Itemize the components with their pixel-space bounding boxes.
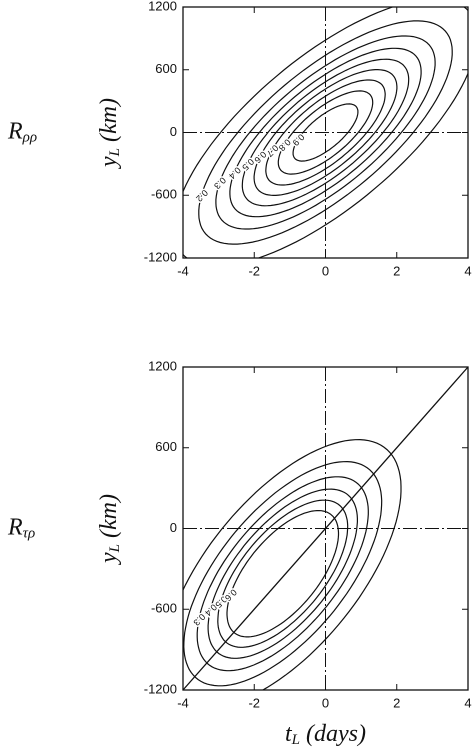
diagonal bbox=[182, 366, 469, 691]
axis-label: yL (km) bbox=[96, 98, 124, 169]
panel: -4 -2 0 2 4-1200-600060012000.30.40.50.6Rτρy… bbox=[7, 358, 472, 748]
panel-label: Rτρ bbox=[7, 514, 35, 542]
panel-label-subscript: τρ bbox=[23, 526, 36, 542]
contour-line bbox=[253, 69, 398, 196]
contour-line bbox=[226, 510, 340, 638]
panel: -4 -2 0 2 4-1200-600060012000.20.30.40.50.60… bbox=[7, 0, 472, 278]
y-tick-label: 600 bbox=[155, 61, 177, 76]
panel-label-main: R bbox=[7, 118, 23, 144]
contours bbox=[183, 7, 468, 258]
contour-line bbox=[292, 103, 359, 162]
contour-line bbox=[183, 460, 383, 687]
contour-line bbox=[215, 35, 436, 230]
label-unit: (km) bbox=[96, 98, 122, 142]
panel-label-subscript: ρρ bbox=[22, 130, 37, 146]
x-tick-label: 2 bbox=[393, 695, 400, 710]
label-subscript: L bbox=[291, 732, 300, 748]
y-tick-label: 1200 bbox=[148, 358, 177, 373]
contour-label: 0.9 bbox=[290, 132, 306, 148]
label-main: y bbox=[96, 552, 122, 565]
label-main: y bbox=[96, 156, 122, 169]
label-unit: (km) bbox=[96, 494, 122, 538]
x-tick-label: 4 bbox=[464, 695, 471, 710]
x-tick-label: 0 bbox=[322, 263, 329, 278]
contour-line bbox=[207, 488, 358, 659]
x-tick-label: -4 bbox=[177, 263, 189, 278]
contour-label: 0.3 bbox=[191, 612, 207, 628]
y-tick-label: -1200 bbox=[144, 249, 177, 264]
axis-label: yL (km) bbox=[96, 494, 124, 565]
contours bbox=[183, 438, 402, 690]
label-subscript: L bbox=[107, 544, 123, 553]
panel-label: Rρρ bbox=[7, 118, 37, 146]
contour-line bbox=[277, 90, 374, 175]
contour-line bbox=[217, 499, 349, 648]
contour-line bbox=[241, 58, 410, 207]
y-tick-label: 600 bbox=[155, 439, 177, 454]
x-tick-label: -4 bbox=[177, 695, 189, 710]
contour-line bbox=[183, 7, 468, 258]
label-subscript: L bbox=[107, 148, 123, 157]
x-tick-label: -2 bbox=[248, 695, 260, 710]
panel-label-main: R bbox=[7, 514, 23, 540]
contour-line bbox=[265, 79, 386, 186]
axis-label: tL (days) bbox=[285, 721, 366, 749]
contour-line bbox=[229, 47, 422, 218]
y-tick-label: -600 bbox=[151, 187, 177, 202]
y-tick-label: 0 bbox=[170, 520, 177, 535]
x-tick-label: 2 bbox=[393, 263, 400, 278]
x-tick-label: 0 bbox=[322, 695, 329, 710]
y-tick-label: -1200 bbox=[144, 681, 177, 696]
y-tick-label: -600 bbox=[151, 601, 177, 616]
contour-label: 0.3 bbox=[212, 175, 228, 191]
contour-line bbox=[196, 476, 369, 672]
y-tick-label: 1200 bbox=[148, 0, 177, 13]
contour-line bbox=[198, 20, 453, 245]
contour-label: 0.4 bbox=[227, 165, 243, 181]
contour-label: 0.2 bbox=[194, 188, 210, 204]
x-tick-label: -2 bbox=[248, 263, 260, 278]
contour-line bbox=[183, 438, 402, 690]
y-tick-label: 0 bbox=[170, 124, 177, 139]
x-tick-label: 4 bbox=[464, 263, 471, 278]
label-unit: (days) bbox=[306, 721, 366, 747]
label-main: t bbox=[285, 721, 293, 747]
